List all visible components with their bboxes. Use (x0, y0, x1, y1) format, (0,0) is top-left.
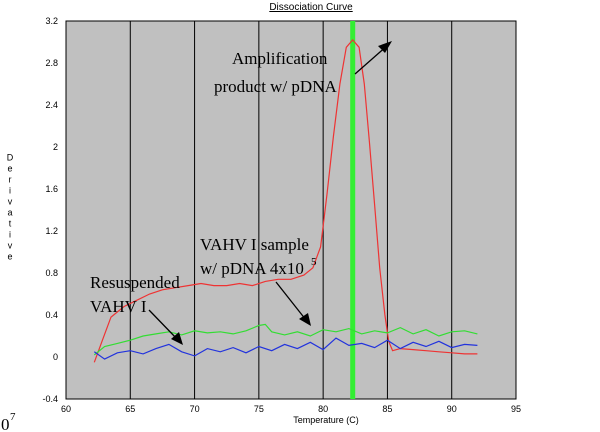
x-axis-ticks: 60 65 70 75 80 85 90 95 (61, 404, 521, 414)
data-series (93, 38, 478, 363)
x-tick-label: 90 (447, 404, 457, 414)
annotations: Amplification product w/ pDNA VAHV I sam… (90, 41, 392, 345)
annotation-vahv-sample-line2: w/ pDNA 4x10 (200, 259, 304, 278)
y-axis-ticks: -0.4 0 0.4 0.8 1.2 1.6 2 2.4 2.8 3.2 (42, 16, 58, 404)
x-tick-label: 95 (511, 404, 521, 414)
annotation-vahv-sample-exponent: 5 (311, 256, 317, 268)
y-label-char: a (7, 208, 12, 218)
x-tick-label: 85 (382, 404, 392, 414)
y-label-char: e (7, 164, 12, 174)
y-tick-label: 1.6 (45, 184, 58, 194)
y-tick-label: -0.4 (42, 394, 58, 404)
y-tick-label: 0.8 (45, 268, 58, 278)
y-label-char: D (7, 153, 14, 163)
arrowhead-amplification (378, 41, 392, 53)
x-tick-label: 60 (61, 404, 71, 414)
y-tick-label: 0 (53, 352, 58, 362)
x-tick-label: 75 (254, 404, 264, 414)
annotation-amplification-line1: Amplification (232, 49, 328, 68)
plot-area (65, 20, 517, 400)
arrowhead-resuspended (171, 332, 183, 345)
x-axis-label: Temperature (C) (293, 415, 359, 425)
x-tick-label: 80 (318, 404, 328, 414)
series-resuspended-vahv (93, 337, 478, 360)
y-label-char: v (8, 241, 13, 251)
series-amplification-product (93, 38, 478, 363)
y-tick-label: 3.2 (45, 16, 58, 26)
arrow-vahv-sample (275, 281, 307, 321)
y-label-char: v (8, 197, 13, 207)
arrow-resuspended (148, 309, 179, 341)
corner-fragment: 0 (1, 415, 10, 432)
y-tick-label: 0.4 (45, 310, 58, 320)
series-vahv-sample (93, 323, 478, 356)
chart-title: Dissociation Curve (269, 2, 353, 13)
y-label-char: r (9, 175, 12, 185)
annotation-amplification-line2: product w/ pDNA (214, 77, 337, 96)
arrowhead-vahv-sample (299, 313, 311, 326)
y-label-char: i (9, 230, 11, 240)
annotation-resuspended-line1: Resuspended (90, 273, 180, 292)
x-tick-label: 70 (190, 404, 200, 414)
grid-lines (129, 21, 453, 399)
y-label-char: i (9, 186, 11, 196)
annotation-resuspended-line2: VAHV I (90, 297, 147, 316)
x-tick-label: 65 (125, 404, 135, 414)
y-tick-label: 2.8 (45, 58, 58, 68)
y-label-char: e (7, 252, 12, 262)
y-tick-label: 2.4 (45, 100, 58, 110)
y-label-char: t (9, 219, 12, 229)
y-tick-label: 2 (53, 142, 58, 152)
y-tick-label: 1.2 (45, 226, 58, 236)
corner-fragment-exponent: 7 (10, 411, 16, 423)
annotation-vahv-sample-line1: VAHV I sample (200, 235, 309, 254)
